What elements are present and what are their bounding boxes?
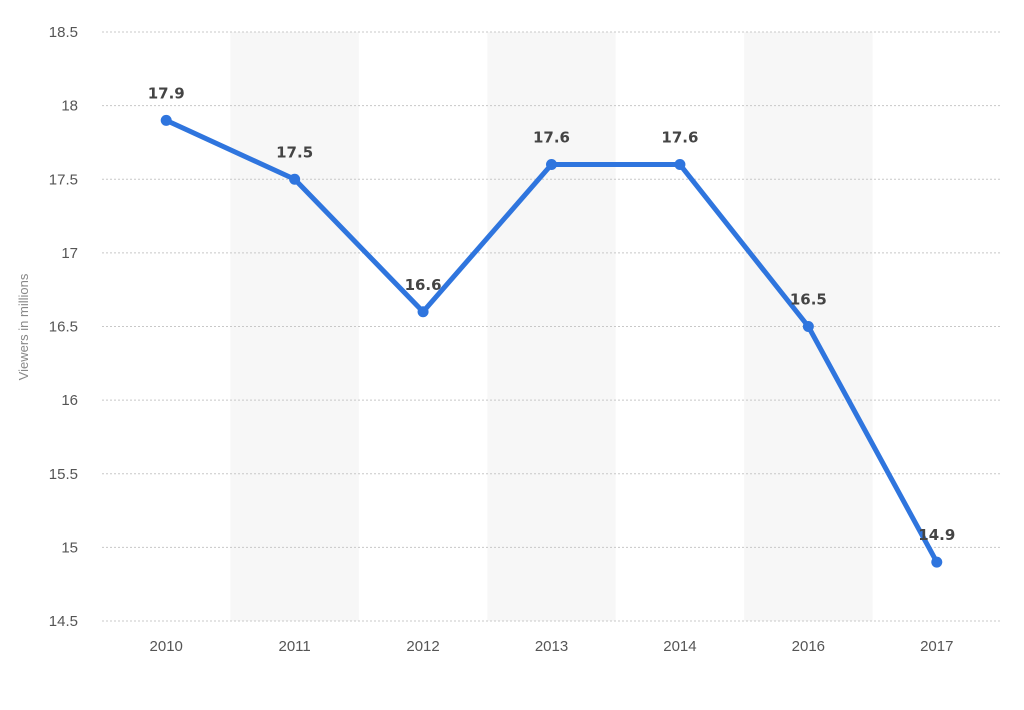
data-label: 14.9	[918, 526, 955, 544]
data-label: 16.5	[790, 291, 827, 309]
y-tick-label: 17.5	[49, 171, 78, 188]
x-tick-label: 2010	[150, 638, 183, 655]
data-point[interactable]	[802, 321, 814, 332]
y-axis-title: Viewers in millions	[16, 273, 31, 380]
y-tick-label: 15	[61, 539, 78, 556]
y-tick-label: 14.5	[49, 613, 78, 630]
data-label: 17.9	[148, 84, 185, 102]
data-point[interactable]	[160, 114, 172, 126]
y-tick-label: 15.5	[49, 466, 78, 483]
y-tick-label: 18.5	[49, 24, 78, 41]
x-tick-label: 2014	[663, 638, 696, 655]
x-tick-label: 2017	[920, 638, 953, 655]
data-point[interactable]	[546, 159, 557, 171]
data-label: 17.6	[533, 129, 570, 147]
data-labels: 17.9 17.5 16.6 17.6 17.6 16.5 14.9	[148, 84, 956, 544]
data-point[interactable]	[417, 306, 429, 318]
data-point[interactable]	[289, 173, 301, 185]
x-tick-label: 2013	[535, 638, 568, 655]
y-tick-label: 16.5	[49, 319, 78, 336]
x-axis-ticks: 2010 2011 2012 2013 2014 2016 2017	[150, 638, 954, 655]
x-tick-label: 2012	[406, 638, 439, 655]
y-tick-label: 17	[61, 245, 78, 262]
series-group	[160, 114, 943, 568]
data-point[interactable]	[674, 159, 686, 171]
x-tick-label: 2011	[279, 638, 311, 655]
x-tick-label: 2016	[792, 638, 825, 655]
y-tick-label: 18	[61, 98, 78, 115]
data-label: 17.6	[661, 129, 698, 147]
data-point[interactable]	[931, 556, 943, 568]
data-label: 16.6	[405, 276, 442, 294]
y-axis-ticks: 14.5 15 15.5 16 16.5 17 17.5 18 18.5	[49, 24, 78, 630]
data-label: 17.5	[276, 143, 313, 161]
y-tick-label: 16	[61, 392, 78, 409]
